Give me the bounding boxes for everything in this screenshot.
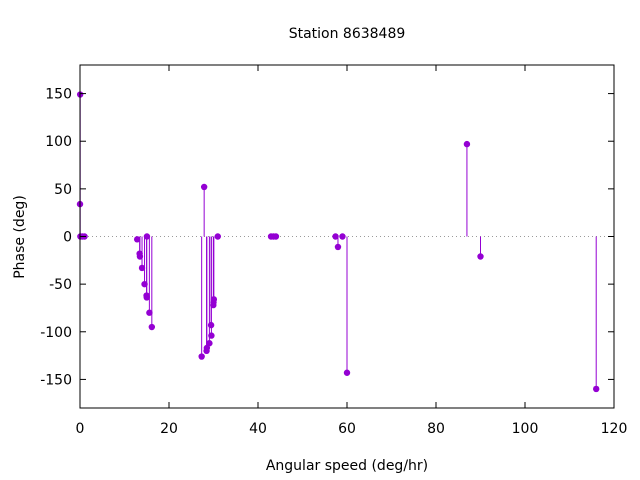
data-point bbox=[198, 353, 205, 360]
y-tick-label: 150 bbox=[45, 87, 72, 103]
data-point bbox=[207, 321, 215, 329]
data-point bbox=[463, 140, 471, 148]
tick-layer: 0 20 40 60 80 100 120 -150 -100 -50 0 50 100 150 bbox=[40, 65, 627, 437]
point-layer bbox=[76, 91, 600, 393]
data-point bbox=[593, 385, 600, 393]
data-point bbox=[214, 233, 221, 240]
data-point bbox=[141, 280, 148, 288]
data-point bbox=[332, 233, 339, 240]
y-tick-label: 0 bbox=[63, 230, 72, 246]
data-point bbox=[138, 264, 146, 272]
data-point bbox=[208, 332, 215, 339]
x-tick-label: 0 bbox=[76, 421, 85, 437]
x-tick-label: 120 bbox=[601, 421, 628, 437]
x-tick-label: 60 bbox=[338, 421, 356, 437]
chart-title: Station 8638489 bbox=[289, 26, 406, 42]
data-point bbox=[203, 344, 211, 352]
data-point bbox=[334, 243, 342, 251]
x-tick-label: 20 bbox=[160, 421, 178, 437]
y-tick-label: -50 bbox=[49, 277, 72, 293]
y-axis-label: Phase (deg) bbox=[12, 195, 28, 279]
data-point bbox=[339, 233, 346, 240]
data-point bbox=[206, 340, 213, 347]
data-point bbox=[136, 253, 144, 260]
data-point bbox=[343, 369, 351, 376]
data-point bbox=[146, 309, 153, 316]
x-tick-label: 100 bbox=[512, 421, 539, 437]
impulse-layer bbox=[79, 94, 597, 389]
y-tick-label: 100 bbox=[45, 134, 72, 150]
x-tick-label: 40 bbox=[249, 421, 267, 437]
x-axis-label: Angular speed (deg/hr) bbox=[266, 458, 428, 474]
data-point bbox=[148, 323, 156, 331]
data-point bbox=[143, 233, 151, 240]
x-tick-label: 80 bbox=[427, 421, 445, 437]
data-point bbox=[272, 233, 280, 240]
y-tick-label: 50 bbox=[54, 182, 72, 198]
data-point bbox=[200, 183, 208, 191]
data-point bbox=[143, 294, 150, 301]
data-point bbox=[210, 296, 218, 303]
y-tick-label: -100 bbox=[40, 325, 72, 341]
data-point bbox=[133, 236, 141, 243]
plot-frame bbox=[79, 64, 615, 409]
data-point bbox=[477, 253, 484, 260]
y-tick-label: -150 bbox=[40, 372, 72, 388]
